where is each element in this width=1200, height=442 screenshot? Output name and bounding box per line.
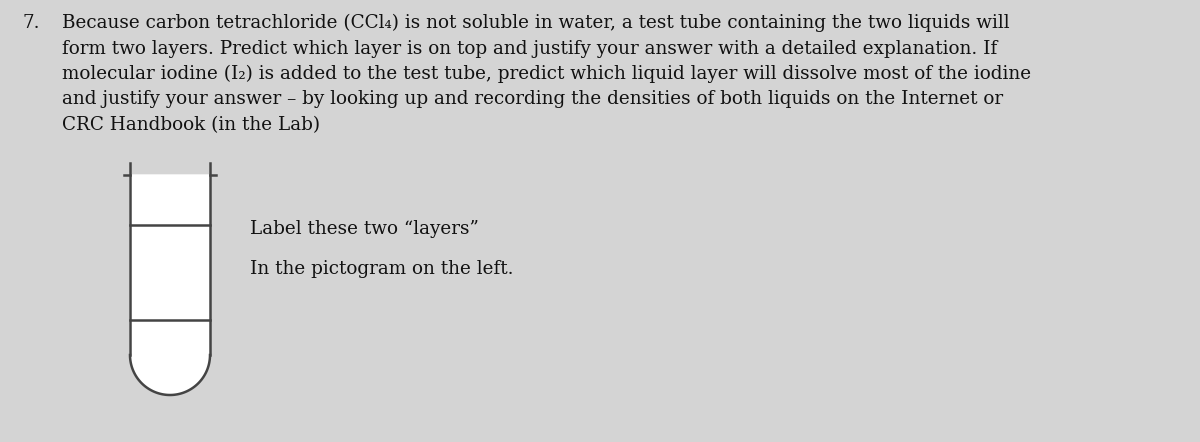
Text: Because carbon tetrachloride (CCl₄) is not soluble in water, a test tube contain: Because carbon tetrachloride (CCl₄) is n… bbox=[62, 14, 1031, 134]
Text: In the pictogram on the left.: In the pictogram on the left. bbox=[250, 260, 514, 278]
Text: Label these two “layers”: Label these two “layers” bbox=[250, 220, 479, 238]
Polygon shape bbox=[130, 175, 210, 395]
Text: 7.: 7. bbox=[22, 14, 40, 32]
